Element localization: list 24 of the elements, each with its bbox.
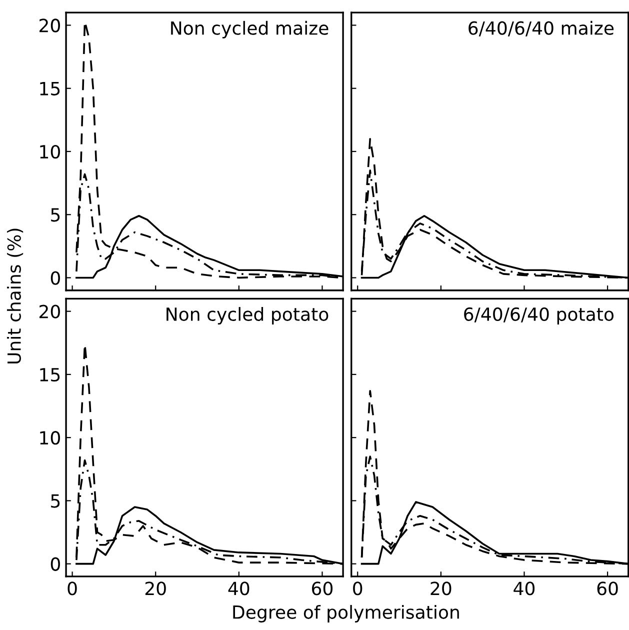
y-tick-label: 10 bbox=[40, 431, 60, 445]
x-axis-title: Degree of polymerisation bbox=[233, 604, 459, 622]
y-tick-label: 20 bbox=[40, 18, 60, 32]
annotation: Non cycled potato bbox=[166, 307, 328, 324]
y-tick-label: 15 bbox=[40, 368, 60, 382]
y-tick-label: 0 bbox=[50, 271, 60, 285]
annotation: Non cycled maize bbox=[171, 20, 328, 38]
y-tick-label: 5 bbox=[51, 494, 60, 508]
x-tick-label: 60 bbox=[597, 582, 618, 596]
annotation: 6/40/6/40 potato bbox=[464, 307, 614, 324]
y-tick-label: 0 bbox=[50, 557, 60, 571]
y-tick-label: 5 bbox=[51, 208, 60, 222]
x-tick-label: 40 bbox=[514, 582, 535, 596]
y-axis-title: Unit chains (%) bbox=[6, 228, 24, 364]
x-tick-label: 60 bbox=[312, 582, 333, 596]
y-tick-label: 15 bbox=[40, 82, 60, 96]
x-tick-label: 0 bbox=[68, 582, 77, 596]
x-tick-label: 0 bbox=[353, 582, 362, 596]
x-tick-label: 40 bbox=[228, 582, 250, 596]
annotation: 6/40/6/40 maize bbox=[468, 20, 614, 36]
x-tick-label: 20 bbox=[145, 582, 166, 596]
x-tick-label: 20 bbox=[430, 582, 452, 596]
y-tick-label: 10 bbox=[40, 144, 60, 159]
y-tick-label: 20 bbox=[40, 304, 60, 318]
